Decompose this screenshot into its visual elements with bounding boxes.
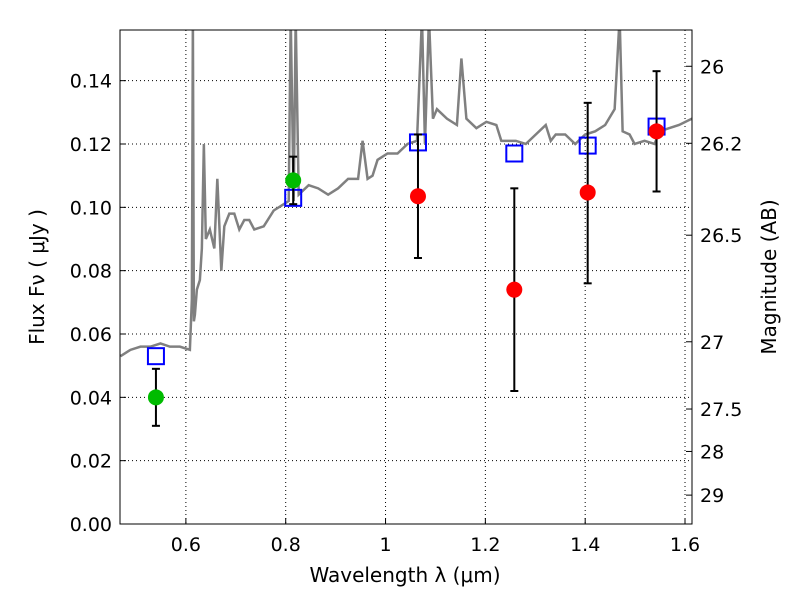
plot-area (120, 30, 692, 427)
axes-frame (119, 29, 693, 525)
right-tick-label: 28 (700, 441, 724, 463)
y-tick-label: 0.12 (70, 134, 112, 156)
model-square-marker (146, 347, 165, 366)
model-square-marker (505, 144, 524, 163)
x-tick-label: 1.2 (470, 534, 500, 556)
right-tick-label: 26.2 (700, 133, 742, 155)
y-tick-label: 0.00 (70, 514, 112, 536)
y-tick-label: 0.10 (70, 197, 112, 219)
y-axis-label: Flux Fν ( μJy ) (25, 209, 49, 345)
x-tick-label: 1.4 (570, 534, 600, 556)
grid (120, 30, 692, 524)
y-tick-label: 0.02 (70, 451, 112, 473)
red-data-point (409, 188, 426, 205)
x-tick-label: 1 (379, 534, 391, 556)
right-tick-label: 26 (700, 56, 724, 78)
x-axis-label: Wavelength λ (μm) (309, 563, 500, 587)
red-data-point (648, 123, 665, 140)
y-tick-label: 0.14 (70, 71, 112, 93)
spectrum-line (120, 30, 692, 358)
right-tick-label: 27.5 (700, 399, 742, 421)
right-tick-label: 27 (700, 332, 724, 354)
red-data-point (506, 281, 523, 298)
x-tick-label: 1.6 (670, 534, 700, 556)
y-tick-label: 0.06 (70, 324, 112, 346)
green-data-point (285, 172, 302, 189)
x-tick-label: 0.8 (271, 534, 301, 556)
x-tick-label: 0.6 (171, 534, 201, 556)
y-tick-label: 0.04 (70, 387, 112, 409)
red-data-point (579, 184, 596, 201)
right-axis-label: Magnitude (AB) (757, 199, 781, 354)
right-tick-label: 29 (700, 485, 724, 507)
y-tick-label: 0.08 (70, 261, 112, 283)
green-data-point (147, 389, 164, 406)
right-tick-label: 26.5 (700, 225, 742, 247)
